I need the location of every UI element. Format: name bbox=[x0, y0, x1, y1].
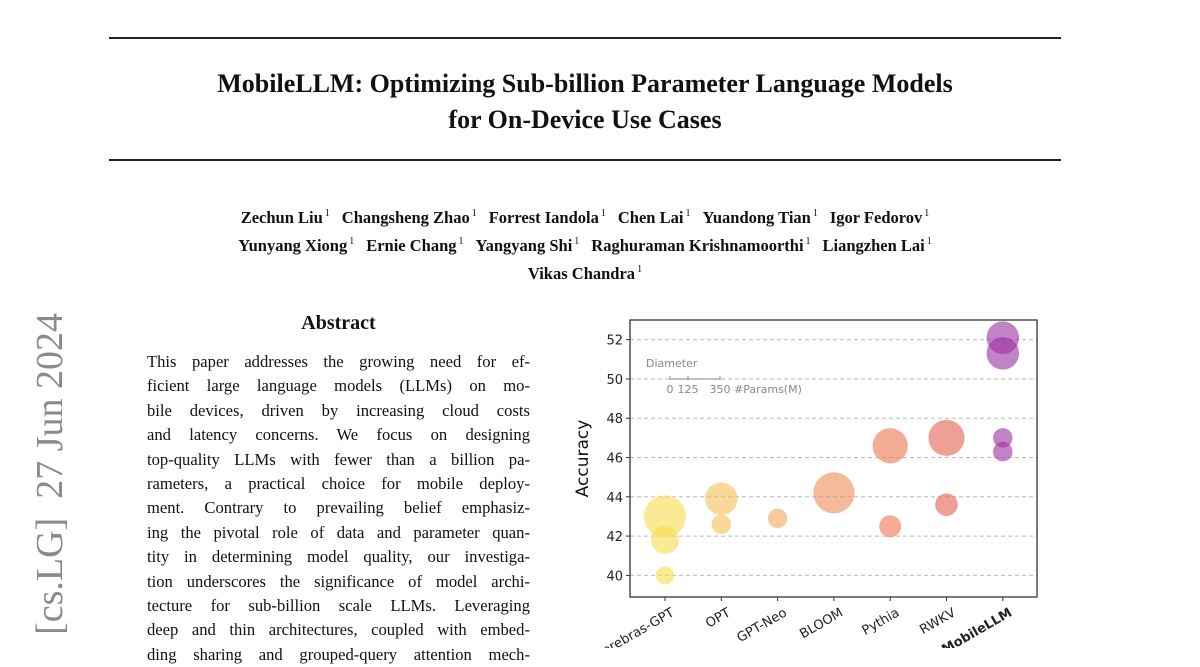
size-legend-title: Diameter bbox=[646, 357, 698, 370]
size-legend-tick-label: 0 bbox=[667, 383, 674, 396]
x-tick-label: OPT bbox=[703, 605, 733, 631]
y-tick-label: 40 bbox=[606, 569, 623, 584]
size-legend-tick-label: 125 bbox=[678, 383, 699, 396]
title-line: MobileLLM: Optimizing Sub-billion Parame… bbox=[217, 69, 953, 98]
top-rule bbox=[109, 37, 1061, 39]
abstract-line: deep and thin architectures, coupled wit… bbox=[147, 620, 530, 640]
author-name: Liangzhen Lai bbox=[822, 236, 925, 255]
bubble-point bbox=[993, 428, 1013, 448]
author: Chen Lai 1 bbox=[618, 208, 691, 227]
bubble-point bbox=[928, 419, 965, 456]
plot-frame bbox=[629, 319, 1038, 598]
author-list: Zechun Liu 1 Changsheng Zhao 1 Forrest Iando… bbox=[150, 202, 1020, 286]
bubble-point bbox=[813, 472, 855, 514]
author-line: Zechun Liu 1 Changsheng Zhao 1 Forrest Iando… bbox=[150, 202, 1020, 230]
abstract-line: ficient large language models (LLMs) on … bbox=[147, 376, 530, 396]
bubble-point bbox=[643, 495, 687, 538]
x-tick-label: BLOOM bbox=[797, 605, 846, 642]
abstract-line: rameters, a practical choice for mobile … bbox=[147, 473, 530, 493]
abstract-line: tity in determining model quality, our i… bbox=[147, 547, 530, 567]
size-legend-unit: #Params(M) bbox=[734, 383, 802, 396]
title-line: for On-Device Use Cases bbox=[448, 105, 722, 134]
paper-title: MobileLLM: Optimizing Sub-billion Parame… bbox=[109, 66, 1061, 138]
bubble-point bbox=[651, 526, 679, 554]
author: Liangzhen Lai 1 bbox=[823, 236, 932, 255]
y-tick-label: 48 bbox=[606, 412, 623, 427]
affiliation-mark: 1 bbox=[812, 208, 818, 219]
x-tick-label: Cerebras-GPT bbox=[592, 605, 677, 648]
author: Ernie Chang 1 bbox=[366, 236, 463, 255]
y-tick-label: 42 bbox=[606, 530, 623, 545]
author-name: Yuandong Tian bbox=[702, 208, 811, 227]
author-name: Forrest Iandola bbox=[488, 208, 599, 227]
bubble-point bbox=[872, 428, 908, 464]
abstract-line: ding sharing and grouped-query attention… bbox=[147, 644, 530, 664]
bubble-point bbox=[935, 493, 958, 516]
author-name: Ernie Chang bbox=[366, 236, 457, 255]
author-name: Yangyang Shi bbox=[475, 236, 573, 255]
author-line: Yunyang Xiong 1 Ernie Chang 1 Yangyang Shi 1 R… bbox=[150, 230, 1020, 258]
abstract-line: tecture for sub-billion scale LLMs. Leve… bbox=[147, 595, 530, 615]
y-tick-label: 46 bbox=[606, 452, 623, 467]
author: Vikas Chandra 1 bbox=[528, 264, 642, 283]
affiliation-mark: 1 bbox=[805, 236, 811, 247]
author-name: Yunyang Xiong bbox=[238, 236, 348, 255]
bubble-point bbox=[879, 515, 902, 538]
author-name: Zechun Liu bbox=[240, 208, 323, 227]
size-legend-tick-label: 350 bbox=[710, 383, 731, 396]
author-name: Vikas Chandra bbox=[527, 264, 636, 283]
author-line: Vikas Chandra 1 bbox=[150, 258, 1020, 286]
author: Raghuraman Krishnamoorthi 1 bbox=[591, 236, 810, 255]
bubble-point bbox=[711, 514, 732, 535]
author: Igor Fedorov 1 bbox=[830, 208, 929, 227]
author: Zechun Liu 1 bbox=[241, 208, 330, 227]
author: Changsheng Zhao 1 bbox=[342, 208, 477, 227]
affiliation-mark: 1 bbox=[924, 208, 930, 219]
bubble-point bbox=[705, 482, 738, 516]
x-tick-label: RWKV bbox=[917, 605, 958, 637]
author-name: Changsheng Zhao bbox=[341, 208, 470, 227]
affiliation-mark: 1 bbox=[458, 236, 464, 247]
abstract-line: top-quality LLMs with fewer than a billi… bbox=[147, 449, 530, 469]
affiliation-mark: 1 bbox=[324, 208, 330, 219]
author: Yunyang Xiong 1 bbox=[238, 236, 354, 255]
author-name: Igor Fedorov bbox=[829, 208, 923, 227]
author: Yuandong Tian 1 bbox=[702, 208, 817, 227]
abstract-line: bile devices, driven by increasing cloud… bbox=[147, 400, 530, 420]
abstract-line: This paper addresses the growing need fo… bbox=[147, 352, 530, 371]
abstract-line: tion underscores the significance of mod… bbox=[147, 571, 530, 591]
y-tick-label: 44 bbox=[606, 491, 623, 506]
abstract-line: ment. Contrary to prevailing belief emph… bbox=[147, 498, 530, 518]
affiliation-mark: 1 bbox=[685, 208, 691, 219]
bottom-rule bbox=[109, 159, 1061, 161]
abstract-heading: Abstract bbox=[301, 312, 376, 334]
bubble-point bbox=[655, 566, 675, 585]
bubble-point bbox=[767, 508, 788, 529]
affiliation-mark: 1 bbox=[471, 208, 477, 219]
affiliation-mark: 1 bbox=[926, 236, 932, 247]
bubble-point bbox=[986, 337, 1020, 370]
y-tick-label: 50 bbox=[606, 373, 623, 388]
affiliation-mark: 1 bbox=[637, 264, 643, 275]
y-axis-label: Accuracy bbox=[573, 420, 593, 498]
abstract-line: ing the pivotal role of data and paramet… bbox=[147, 522, 530, 542]
author: Forrest Iandola 1 bbox=[489, 208, 606, 227]
y-tick-label: 52 bbox=[606, 334, 623, 349]
affiliation-mark: 1 bbox=[600, 208, 606, 219]
author-name: Raghuraman Krishnamoorthi bbox=[591, 236, 804, 255]
x-tick-label: GPT-Neo bbox=[734, 605, 789, 646]
arxiv-stamp: [cs.LG] 27 Jun 2024 bbox=[29, 313, 71, 635]
author-name: Chen Lai bbox=[617, 208, 684, 227]
abstract-line: and latency concerns. We focus on design… bbox=[147, 425, 530, 445]
affiliation-mark: 1 bbox=[574, 236, 580, 247]
abstract-body: This paper addresses the growing need fo… bbox=[147, 350, 530, 667]
affiliation-mark: 1 bbox=[349, 236, 355, 247]
author: Yangyang Shi 1 bbox=[476, 236, 580, 255]
bubble-point bbox=[993, 441, 1013, 462]
x-tick-label: Pythia bbox=[860, 605, 903, 638]
accuracy-bubble-chart: 40 42 44 46 48 50 52 Accuracy Cerebras-GPT OPT GPT… bbox=[573, 319, 1038, 648]
